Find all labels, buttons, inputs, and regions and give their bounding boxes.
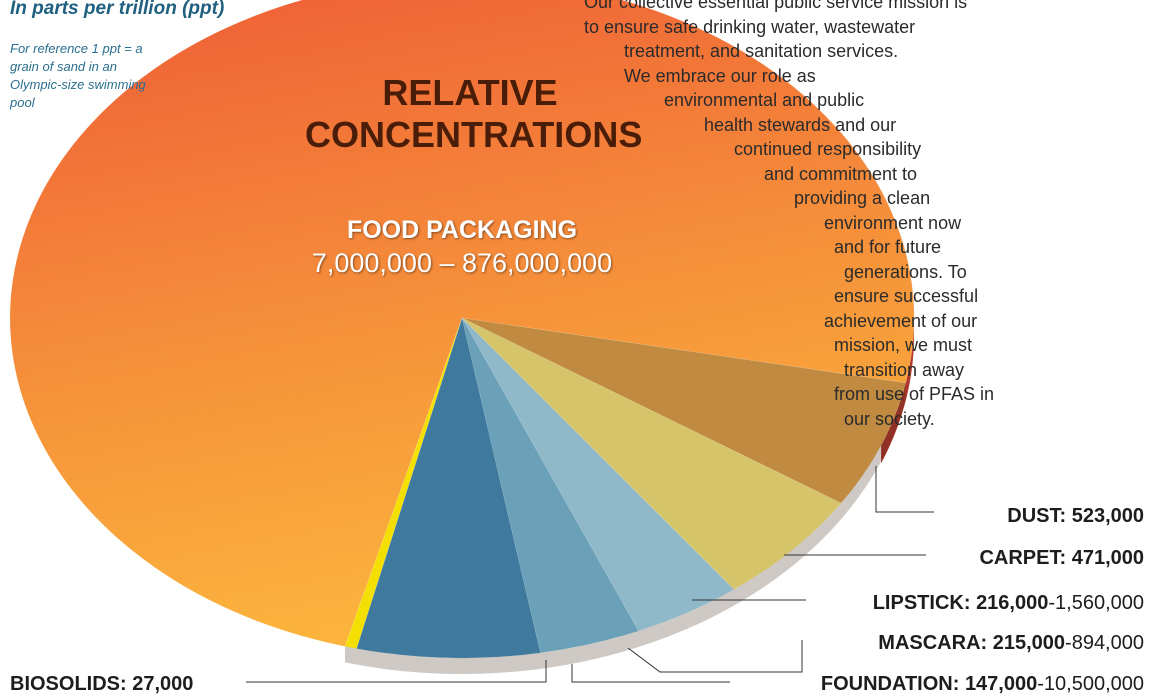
- mission-line: and for future: [834, 237, 942, 257]
- carpet-name: CARPET: [979, 547, 1060, 569]
- unit-reference-note: For reference 1 ppt = a grain of sand in…: [10, 41, 146, 110]
- carpet-value: 471,000: [1071, 547, 1144, 569]
- mission-line: environment now: [824, 212, 962, 233]
- mission-line: generations. To: [844, 261, 967, 282]
- biosolids-slice: [344, 317, 463, 649]
- leader-lines: [246, 466, 934, 683]
- foundation-slice: [356, 316, 541, 659]
- mission-line: health stewards and our: [704, 114, 897, 135]
- mission-line: continued responsibility: [734, 139, 922, 159]
- mission-line: We embrace our role as: [624, 65, 816, 86]
- mission-line: environmental and public: [664, 90, 865, 110]
- dust-label: DUST: 523,000: [1007, 505, 1144, 527]
- biosolids-leader: [246, 660, 547, 683]
- foundation-low: 147,000: [964, 673, 1038, 695]
- lipstick-name: LIPSTICK: [872, 592, 964, 614]
- chart-title: RELATIVE CONCENTRATIONS: [305, 72, 643, 155]
- mascara-label: MASCARA: 215,000-894,000: [878, 632, 1144, 654]
- biosolids-name: BIOSOLIDS: [10, 673, 121, 695]
- foundation-label: FOUNDATION: 147,000-10,500,000: [820, 673, 1144, 695]
- dust-slice: [461, 317, 907, 504]
- dust-name: DUST: [1007, 505, 1060, 527]
- mascara-low: 215,000: [992, 632, 1066, 654]
- foundation-leader: [571, 664, 730, 683]
- mission-line: from use of PFAS in: [834, 384, 995, 404]
- mascara-high: -894,000: [1065, 632, 1144, 654]
- mission-line: treatment, and sanitation services.: [624, 41, 899, 61]
- lipstick-high: -1,560,000: [1048, 592, 1144, 614]
- lipstick-label: LIPSTICK: 216,000-1,560,000: [872, 592, 1144, 614]
- lipstick-slice: [461, 317, 735, 632]
- food-packaging-slice: [9, 0, 915, 647]
- foundation-name: FOUNDATION: [820, 673, 953, 695]
- mascara-slice: [461, 317, 640, 654]
- dust-value: 523,000: [1071, 505, 1144, 527]
- mascara-leader: [627, 640, 803, 673]
- food-packaging-label: FOOD PACKAGING: [346, 216, 578, 244]
- mission-line: to ensure safe drinking water, wastewate…: [584, 16, 916, 37]
- carpet-label: CARPET: 471,000: [979, 547, 1144, 569]
- mission-line: ensure successful: [834, 286, 979, 306]
- mission-line: Our collective essential public service …: [584, 0, 968, 12]
- foundation-high: -10,500,000: [1037, 673, 1144, 695]
- unit-title: In parts per trillion (ppt): [10, 0, 225, 19]
- carpet-slice: [461, 317, 842, 590]
- mission-line: achievement of our: [824, 310, 978, 331]
- biosolids-label: BIOSOLIDS: 27,000: [10, 673, 194, 695]
- mission-line: transition away: [844, 359, 965, 380]
- mission-line: our society.: [844, 408, 935, 429]
- mission-line: and commitment to: [764, 163, 918, 184]
- biosolids-value: 27,000: [132, 673, 194, 695]
- lipstick-low: 216,000: [976, 592, 1049, 614]
- pie-slices: [9, 0, 915, 674]
- food-packaging-value: 7,000,000 – 876,000,000: [311, 248, 613, 278]
- mission-statement: Our collective essential public service …: [584, 0, 1144, 431]
- mascara-name: MASCARA: [878, 632, 981, 654]
- dust-leader: [875, 466, 934, 513]
- mission-line: providing a clean: [794, 188, 931, 208]
- mission-line: mission, we must: [834, 335, 973, 355]
